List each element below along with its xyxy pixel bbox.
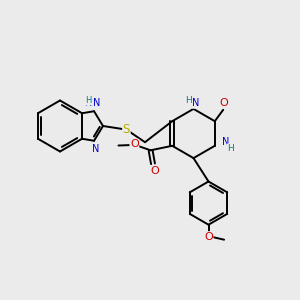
- Text: O: O: [219, 98, 228, 108]
- Text: S: S: [123, 123, 130, 136]
- Text: N: N: [192, 98, 200, 109]
- Text: O: O: [204, 232, 213, 242]
- Text: H: H: [85, 96, 92, 105]
- Text: N: N: [222, 137, 229, 147]
- Text: O: O: [150, 166, 159, 176]
- Text: N: N: [93, 98, 100, 108]
- Text: N: N: [92, 144, 99, 154]
- Text: H: H: [186, 96, 192, 105]
- Text: H: H: [227, 144, 234, 153]
- Text: O: O: [130, 139, 139, 149]
- Text: NH: NH: [85, 98, 100, 108]
